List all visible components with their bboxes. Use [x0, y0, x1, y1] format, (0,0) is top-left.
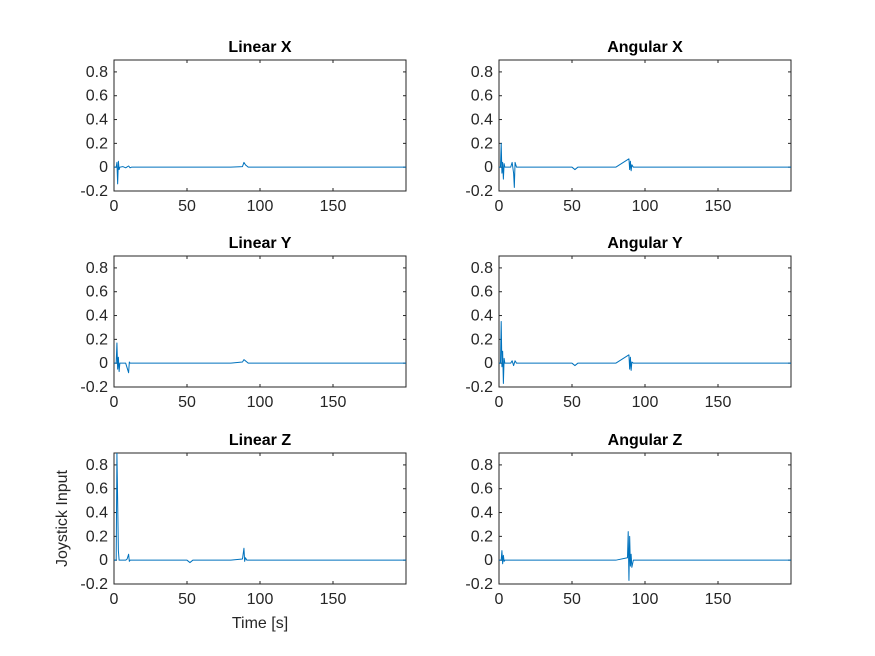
x-tick-label: 100	[247, 198, 274, 215]
y-tick-label: 0.6	[86, 88, 108, 105]
series-line-1	[499, 531, 791, 581]
x-tick-label: 0	[495, 591, 504, 608]
x-tick-label: 100	[632, 198, 659, 215]
y-tick-label: -0.2	[80, 379, 108, 396]
y-tick-label: 0	[484, 552, 493, 569]
x-tick-label: 150	[320, 591, 347, 608]
series-line-1	[114, 160, 406, 185]
x-tick-label: 50	[563, 591, 581, 608]
y-tick-label: 0.8	[471, 260, 493, 277]
y-tick-label: 0.6	[471, 284, 493, 301]
y-tick-label: 0.6	[471, 88, 493, 105]
y-tick-label: 0.4	[471, 112, 493, 129]
y-tick-label: 0.6	[86, 481, 108, 498]
y-tick-label: 0.2	[86, 135, 108, 152]
y-tick-label: 0.4	[86, 308, 108, 325]
x-tick-label: 50	[563, 198, 581, 215]
x-tick-label: 150	[320, 394, 347, 411]
x-tick-label: 100	[247, 591, 274, 608]
y-tick-label: 0.2	[86, 331, 108, 348]
y-tick-label: -0.2	[465, 379, 493, 396]
y-tick-label: 0.2	[471, 331, 493, 348]
x-tick-label: 0	[110, 394, 119, 411]
y-tick-label: 0.8	[471, 457, 493, 474]
y-tick-label: -0.2	[80, 183, 108, 200]
y-tick-label: 0.4	[86, 505, 108, 522]
x-tick-label: 0	[495, 198, 504, 215]
series-line-1	[499, 142, 791, 188]
y-tick-label: 0.2	[471, 528, 493, 545]
x-tick-label: 50	[178, 591, 196, 608]
y-tick-label: 0.6	[471, 481, 493, 498]
x-tick-label: 50	[178, 198, 196, 215]
panel-title: Linear Y	[229, 235, 292, 252]
panel-title: Angular Z	[608, 432, 683, 449]
axes-box	[498, 452, 792, 585]
y-tick-label: -0.2	[80, 576, 108, 593]
x-tick-label: 100	[632, 591, 659, 608]
x-tick-label: 100	[247, 394, 274, 411]
y-tick-label: -0.2	[465, 576, 493, 593]
x-axis-label: Time [s]	[232, 615, 288, 632]
y-tick-label: 0.8	[86, 64, 108, 81]
panel-title: Linear X	[228, 39, 291, 56]
series-line-1	[114, 453, 406, 564]
x-tick-label: 150	[320, 198, 347, 215]
y-tick-label: 0.8	[86, 457, 108, 474]
x-tick-label: 0	[110, 198, 119, 215]
y-tick-label: 0.4	[471, 505, 493, 522]
panel-title: Linear Z	[229, 432, 291, 449]
y-tick-label: 0.4	[86, 112, 108, 129]
x-tick-label: 50	[178, 394, 196, 411]
panel-title: Angular Y	[607, 235, 683, 252]
x-tick-label: 0	[495, 394, 504, 411]
axes-box	[113, 59, 407, 192]
y-tick-label: 0.8	[86, 260, 108, 277]
axes-box	[113, 255, 407, 388]
y-tick-label: 0.2	[471, 135, 493, 152]
x-tick-label: 150	[705, 198, 732, 215]
y-tick-label: -0.2	[465, 183, 493, 200]
y-tick-label: 0	[99, 159, 108, 176]
axes-box	[498, 59, 792, 192]
axes-box	[113, 452, 407, 585]
x-tick-label: 100	[632, 394, 659, 411]
x-tick-label: 150	[705, 591, 732, 608]
y-tick-label: 0	[99, 552, 108, 569]
y-tick-label: 0.8	[471, 64, 493, 81]
series-line-1	[114, 342, 406, 374]
y-tick-label: 0.6	[86, 284, 108, 301]
y-tick-label: 0	[484, 159, 493, 176]
y-tick-label: 0	[99, 355, 108, 372]
y-tick-label: 0.4	[471, 308, 493, 325]
y-axis-label: Joystick Input	[54, 469, 71, 566]
x-tick-label: 150	[705, 394, 732, 411]
series-line-1	[499, 321, 791, 384]
y-tick-label: 0.2	[86, 528, 108, 545]
x-tick-label: 0	[110, 591, 119, 608]
x-tick-label: 50	[563, 394, 581, 411]
y-tick-label: 0	[484, 355, 493, 372]
panel-title: Angular X	[607, 39, 683, 56]
axes-box	[498, 255, 792, 388]
